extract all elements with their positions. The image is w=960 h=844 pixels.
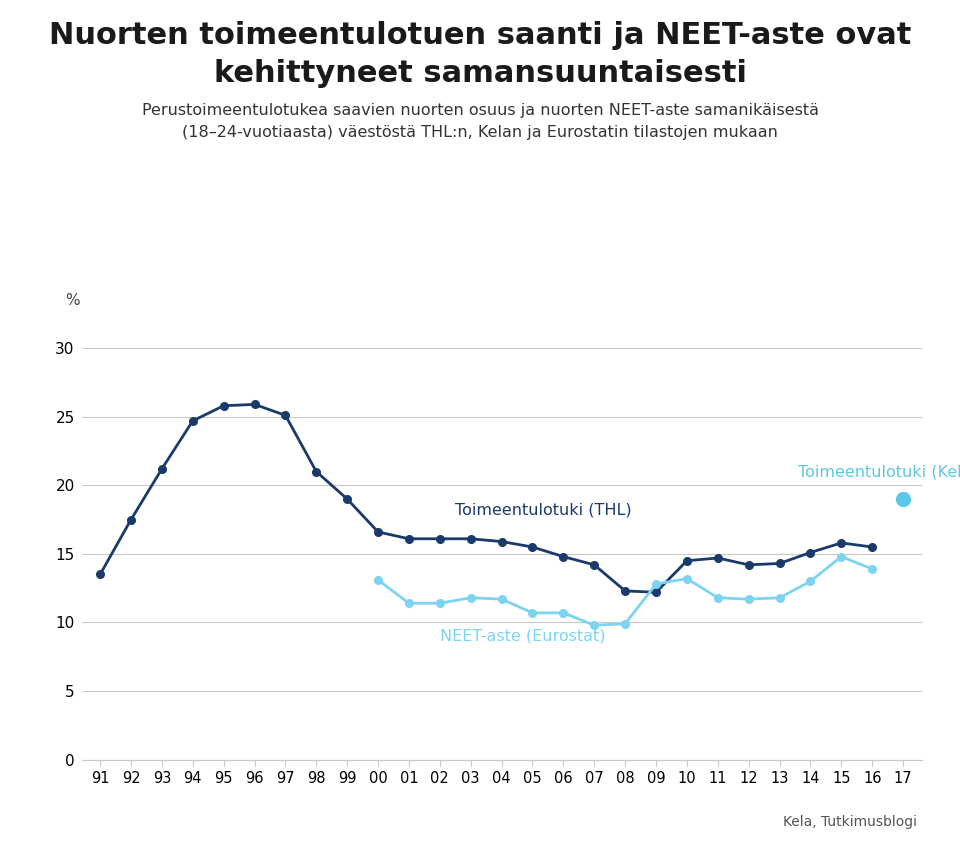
Text: Nuorten toimeentulotuen saanti ja NEET-aste ovat: Nuorten toimeentulotuen saanti ja NEET-a… <box>49 21 911 50</box>
Text: NEET-aste (Eurostat): NEET-aste (Eurostat) <box>440 629 606 644</box>
Text: Toimeentulotuki (THL): Toimeentulotuki (THL) <box>455 502 632 517</box>
Text: Kela, Tutkimusblogi: Kela, Tutkimusblogi <box>782 814 917 829</box>
Text: Toimeentulotuki (Kela): Toimeentulotuki (Kela) <box>798 464 960 479</box>
Text: Perustoimeentulotukea saavien nuorten osuus ja nuorten NEET-aste samanikäisestä: Perustoimeentulotukea saavien nuorten os… <box>141 103 819 118</box>
Text: kehittyneet samansuuntaisesti: kehittyneet samansuuntaisesti <box>213 59 747 88</box>
Text: (18–24-vuotiaasta) väestöstä THL:n, Kelan ja Eurostatin tilastojen mukaan: (18–24-vuotiaasta) väestöstä THL:n, Kela… <box>182 125 778 140</box>
Text: %: % <box>65 293 80 308</box>
